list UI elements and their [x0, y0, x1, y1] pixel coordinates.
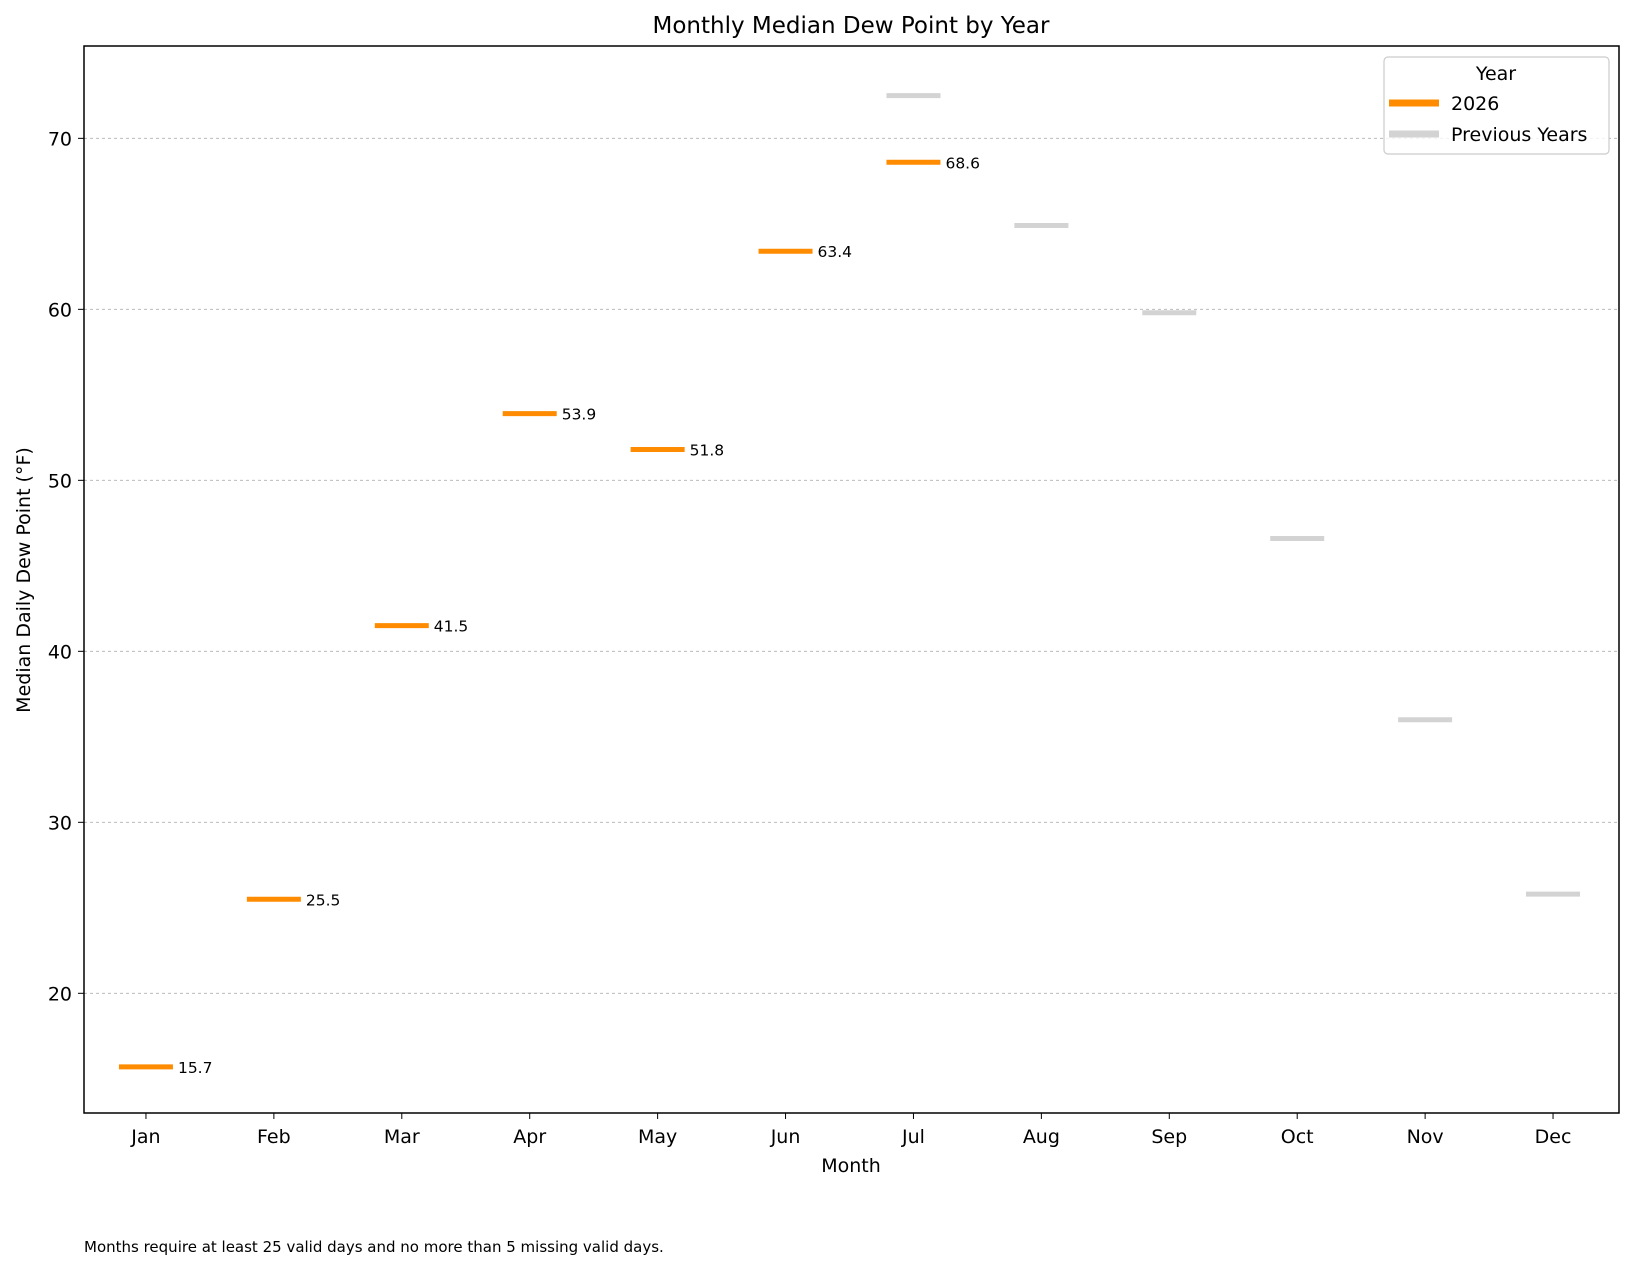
x-tick-label-oct: Oct	[1281, 1126, 1314, 1148]
x-tick-label-may: May	[638, 1126, 677, 1148]
x-tick-label-feb: Feb	[257, 1126, 291, 1148]
data-label-jun: 63.4	[818, 243, 853, 261]
data-label-apr: 53.9	[562, 406, 597, 424]
legend-label-previous-years: Previous Years	[1451, 124, 1587, 146]
y-axis-label: Median Daily Dew Point (°F)	[13, 447, 35, 713]
data-label-jan: 15.7	[178, 1059, 213, 1077]
data-marks: 15.7 25.5 41.5 53.9 51.8 63.4 68.6	[118, 93, 1581, 1077]
y-tick-label: 70	[48, 128, 72, 150]
data-label-may: 51.8	[690, 442, 725, 460]
x-tick-label-jun: Jun	[770, 1126, 801, 1148]
x-tick-label-sep: Sep	[1151, 1126, 1187, 1148]
plot-frame	[83, 45, 1620, 1114]
x-tick-label-jan: Jan	[130, 1126, 160, 1148]
x-tick-label-jul: Jul	[901, 1126, 925, 1148]
legend-title: Year	[1475, 63, 1516, 85]
y-tick-label: 60	[48, 299, 72, 321]
y-tick-label: 30	[48, 812, 72, 834]
x-tick-label-mar: Mar	[384, 1126, 420, 1148]
data-label-jul: 68.6	[945, 154, 980, 172]
grid-lines	[84, 137, 1619, 994]
x-tick-label-nov: Nov	[1407, 1126, 1444, 1148]
x-axis-label: Month	[821, 1155, 881, 1177]
x-tick-label-dec: Dec	[1535, 1126, 1572, 1148]
legend-label-2026: 2026	[1451, 93, 1499, 115]
footnote: Months require at least 25 valid days an…	[84, 1238, 664, 1256]
y-tick-label: 40	[48, 641, 72, 663]
data-label-feb: 25.5	[306, 891, 341, 909]
y-axis: 20 30 40 50 60 70	[48, 128, 84, 1005]
data-label-mar: 41.5	[434, 618, 469, 636]
chart-title: Monthly Median Dew Point by Year	[653, 13, 1051, 39]
x-axis: Jan Feb Mar Apr May Jun Jul Aug Sep Oct Nov Dec	[130, 1113, 1571, 1148]
y-tick-label: 50	[48, 470, 72, 492]
legend: Year 2026 Previous Years	[1383, 56, 1610, 155]
y-tick-label: 20	[48, 983, 72, 1005]
x-tick-label-apr: Apr	[513, 1126, 546, 1148]
legend-box	[1383, 56, 1610, 155]
x-tick-label-aug: Aug	[1023, 1126, 1060, 1148]
